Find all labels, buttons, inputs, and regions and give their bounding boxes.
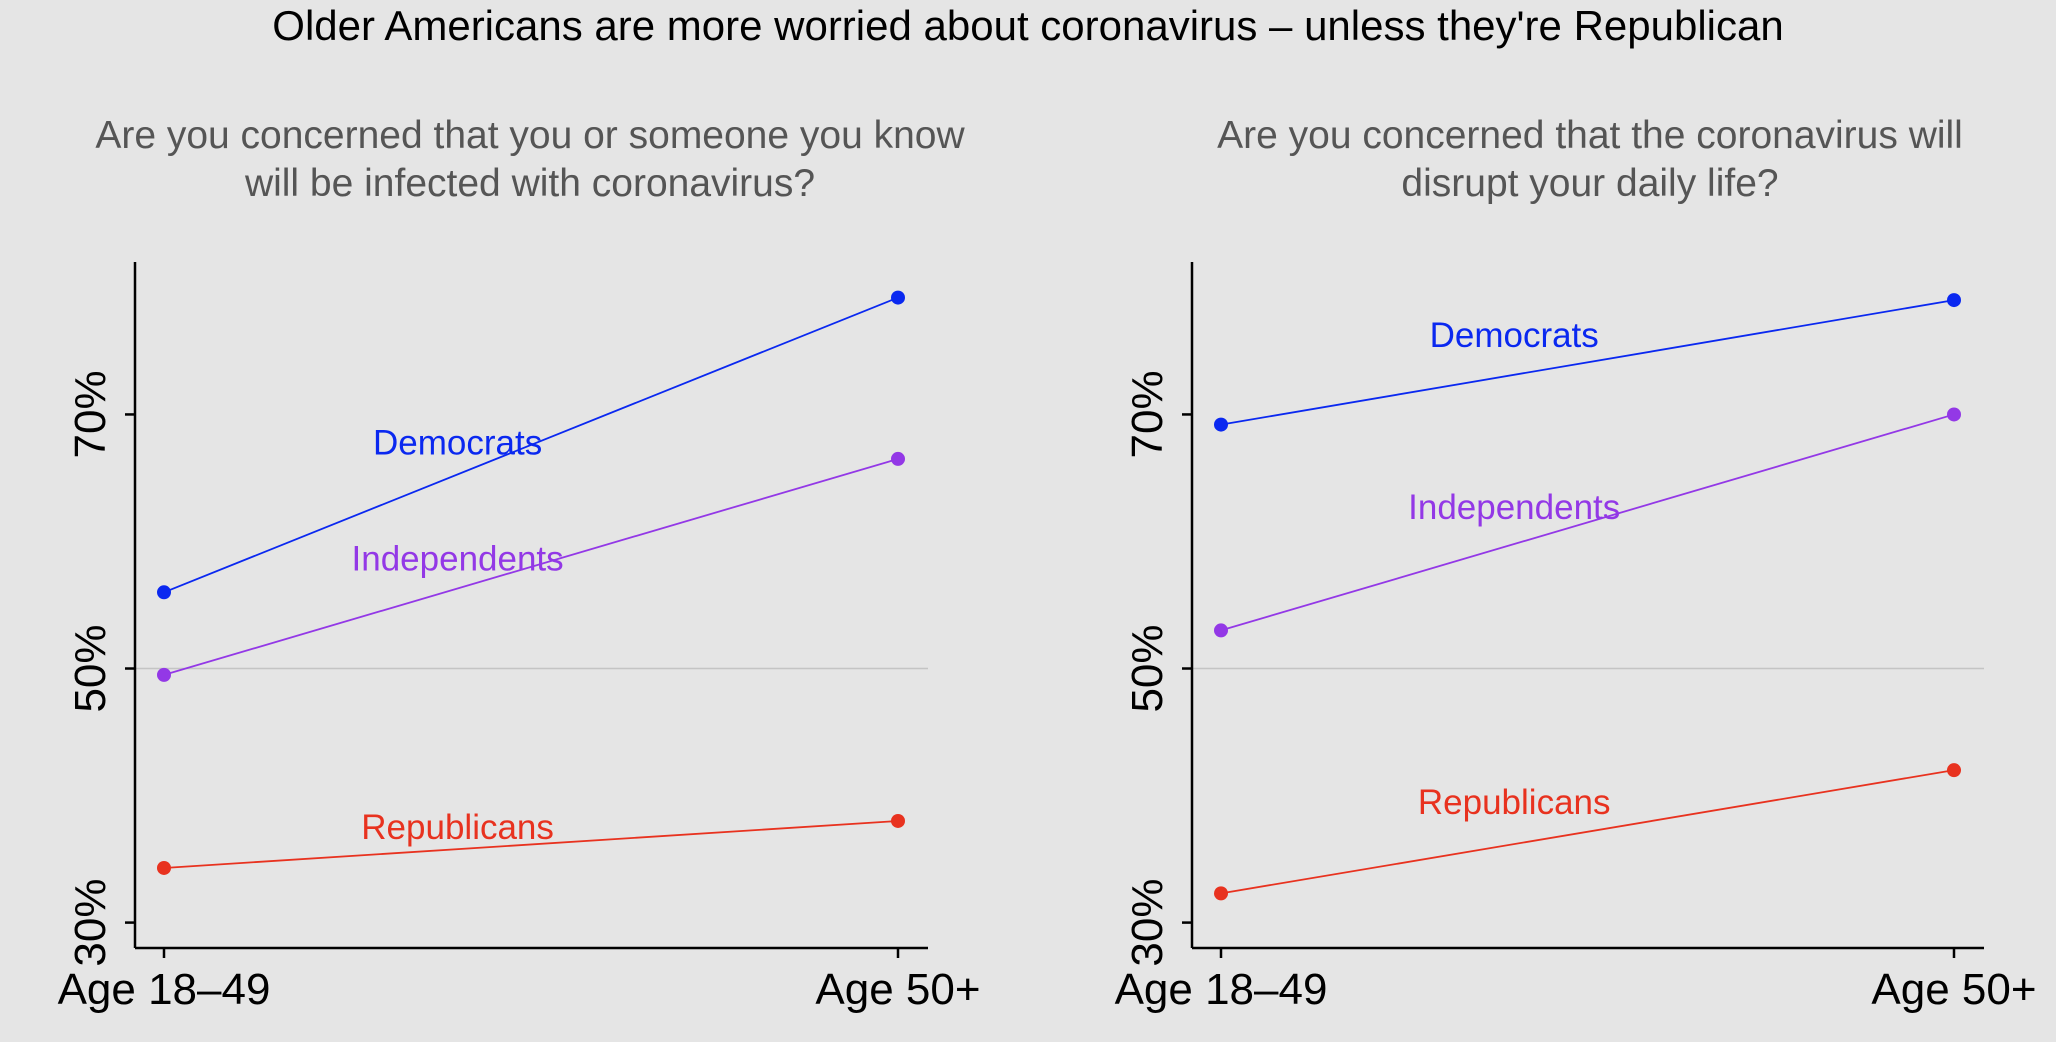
data-point-democrats bbox=[1214, 417, 1228, 432]
series-line-democrats bbox=[1220, 299, 1955, 426]
series-label-democrats: Democrats bbox=[373, 423, 542, 462]
subtitle-line-1: Are you concerned that you or someone yo… bbox=[95, 114, 965, 157]
series-label-independents: Independents bbox=[1408, 488, 1620, 527]
data-point-independents bbox=[157, 667, 171, 682]
data-point-independents bbox=[1214, 623, 1228, 638]
subtitle-line-2: disrupt your daily life? bbox=[1401, 162, 1779, 205]
y-tick-label: 70% bbox=[1123, 370, 1172, 458]
x-tick-label: Age 50+ bbox=[1871, 965, 2036, 1014]
data-point-democrats bbox=[1947, 293, 1961, 308]
series-label-republicans: Republicans bbox=[361, 808, 554, 847]
line-chart-infection: 30% 50% 70% Age 18–49 Age 50+ Democrats Indepe… bbox=[58, 262, 981, 1014]
y-tick-label: 30% bbox=[66, 879, 115, 967]
chart-title: Older Americans are more worried about c… bbox=[272, 2, 1784, 49]
series-line-democrats bbox=[163, 296, 899, 594]
data-point-independents bbox=[891, 451, 905, 466]
data-point-democrats bbox=[157, 585, 171, 600]
y-tick-label: 50% bbox=[1123, 624, 1172, 712]
subtitle-line-2: will be infected with coronavirus? bbox=[244, 162, 816, 205]
data-point-democrats bbox=[891, 290, 905, 305]
series-label-independents: Independents bbox=[352, 539, 564, 578]
x-tick-label: Age 50+ bbox=[815, 965, 980, 1014]
series-line-independents bbox=[1220, 413, 1955, 632]
series-line-republicans bbox=[163, 820, 899, 869]
y-tick-label: 70% bbox=[66, 370, 115, 458]
x-tick-label: Age 18–49 bbox=[1115, 965, 1328, 1014]
series-label-democrats: Democrats bbox=[1430, 316, 1599, 355]
data-point-republicans bbox=[1214, 886, 1228, 901]
y-tick-label: 30% bbox=[1123, 879, 1172, 967]
data-point-republicans bbox=[891, 813, 905, 828]
series-line-independents bbox=[163, 458, 899, 676]
series-label-republicans: Republicans bbox=[1418, 783, 1611, 822]
series-line-republicans bbox=[1220, 769, 1955, 895]
y-tick-label: 50% bbox=[66, 624, 115, 712]
data-point-independents bbox=[1947, 407, 1961, 422]
panel-subtitle: Are you concerned that the coronavirus w… bbox=[1100, 112, 2056, 208]
data-point-republicans bbox=[157, 860, 171, 875]
panel-subtitle: Are you concerned that you or someone yo… bbox=[40, 112, 1020, 208]
x-tick-label: Age 18–49 bbox=[58, 965, 271, 1014]
data-point-republicans bbox=[1947, 763, 1961, 778]
subtitle-line-1: Are you concerned that the coronavirus w… bbox=[1217, 114, 1963, 157]
